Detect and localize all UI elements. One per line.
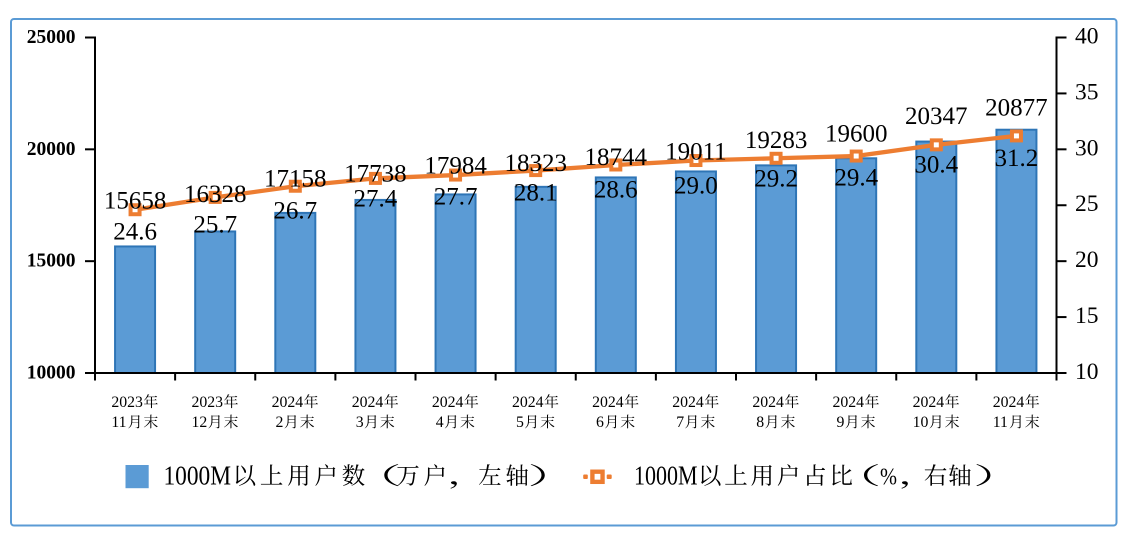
svg-text:6: 6 <box>596 414 604 431</box>
svg-text:1000M: 1000M <box>634 461 698 491</box>
svg-text:40: 40 <box>1075 24 1099 50</box>
svg-text:7: 7 <box>676 414 684 431</box>
svg-text:18323: 18323 <box>504 150 567 177</box>
svg-text:10000: 10000 <box>27 363 76 384</box>
svg-text:25: 25 <box>1075 191 1099 217</box>
svg-text:11: 11 <box>993 414 1008 431</box>
svg-text:30: 30 <box>1075 135 1099 161</box>
svg-text:31.2: 31.2 <box>995 145 1039 172</box>
svg-text:17158: 17158 <box>264 166 327 193</box>
svg-text:12: 12 <box>191 414 207 431</box>
svg-text:25.7: 25.7 <box>193 212 237 239</box>
svg-text:10: 10 <box>913 414 929 431</box>
svg-text:17984: 17984 <box>424 153 487 180</box>
svg-text:30.4: 30.4 <box>914 152 958 179</box>
svg-text:17738: 17738 <box>344 160 407 187</box>
svg-text:28.6: 28.6 <box>594 177 638 204</box>
svg-text:27.4: 27.4 <box>354 186 398 213</box>
svg-text:10: 10 <box>1075 359 1099 385</box>
svg-text:2024: 2024 <box>432 394 464 411</box>
svg-text:2024: 2024 <box>352 394 384 411</box>
svg-text:2: 2 <box>276 414 284 431</box>
svg-text:2023: 2023 <box>191 394 223 411</box>
svg-text:15658: 15658 <box>104 188 167 215</box>
svg-text:9: 9 <box>836 414 844 431</box>
svg-text:11: 11 <box>111 414 126 431</box>
svg-text:25000: 25000 <box>27 27 76 48</box>
svg-text:20: 20 <box>1075 247 1099 273</box>
svg-text:1000M: 1000M <box>164 461 232 491</box>
svg-text:29.2: 29.2 <box>754 166 798 193</box>
svg-text:2024: 2024 <box>272 394 304 411</box>
svg-text:15: 15 <box>1075 303 1099 329</box>
svg-text:2024: 2024 <box>672 394 704 411</box>
svg-text:19011: 19011 <box>665 139 727 166</box>
svg-text:2024: 2024 <box>592 394 624 411</box>
svg-text:20347: 20347 <box>905 103 968 130</box>
svg-text:5: 5 <box>516 414 524 431</box>
svg-text:29.0: 29.0 <box>674 172 718 199</box>
svg-text:3: 3 <box>356 414 364 431</box>
svg-text:2024: 2024 <box>752 394 784 411</box>
svg-text:19283: 19283 <box>745 127 808 154</box>
svg-text:20877: 20877 <box>985 94 1048 121</box>
svg-text:28.1: 28.1 <box>514 179 558 206</box>
svg-text:35: 35 <box>1075 79 1099 105</box>
svg-text:15000: 15000 <box>27 251 76 272</box>
svg-text:26.7: 26.7 <box>273 197 317 224</box>
svg-text:2024: 2024 <box>993 394 1025 411</box>
svg-text:%: % <box>880 465 897 491</box>
svg-text:8: 8 <box>756 414 764 431</box>
svg-text:2024: 2024 <box>832 394 864 411</box>
svg-text:2024: 2024 <box>913 394 945 411</box>
svg-text:29.4: 29.4 <box>834 165 878 192</box>
svg-text:2023: 2023 <box>111 394 143 411</box>
svg-text:16328: 16328 <box>184 181 247 208</box>
svg-text:4: 4 <box>436 414 444 431</box>
svg-text:27.7: 27.7 <box>434 184 478 211</box>
svg-text:20000: 20000 <box>27 139 76 160</box>
svg-text:19600: 19600 <box>825 120 888 147</box>
svg-text:24.6: 24.6 <box>113 218 157 245</box>
svg-text:18744: 18744 <box>585 144 648 171</box>
svg-text:2024: 2024 <box>512 394 544 411</box>
